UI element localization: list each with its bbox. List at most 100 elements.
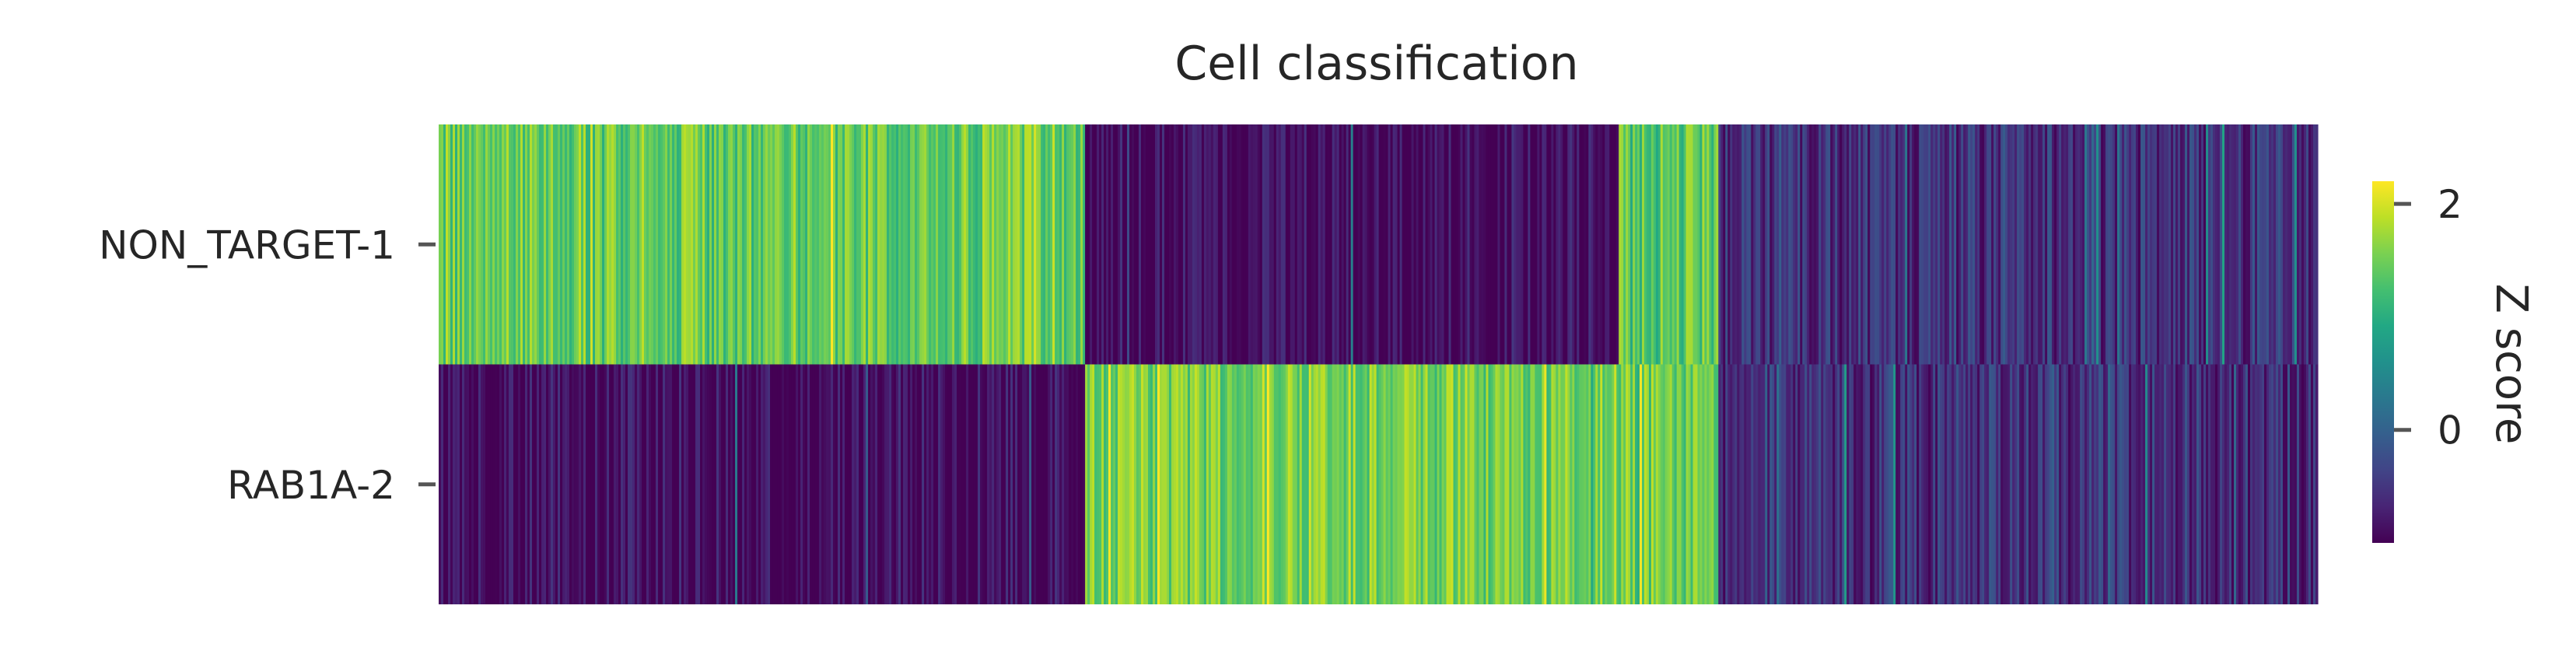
heatmap-cell [1697, 124, 1701, 365]
heatmap-cell [1563, 124, 1566, 365]
heatmap-cell [1378, 124, 1382, 365]
heatmap-cell [1227, 124, 1230, 365]
heatmap-cell [1884, 364, 1887, 604]
heatmap-cell [1623, 124, 1626, 365]
heatmap-cell [1591, 124, 1594, 365]
colorbar-label: Z score [2486, 284, 2536, 445]
heatmap-cell [1600, 364, 1603, 604]
heatmap-cell [2021, 124, 2025, 365]
heatmap-cell [1842, 124, 1845, 365]
heatmap-cell [1828, 364, 1831, 604]
heatmap-cell [2257, 364, 2260, 604]
heatmap-cell [562, 364, 565, 604]
heatmap-cell [1262, 124, 1265, 365]
heatmap-cell [1173, 364, 1177, 604]
heatmap-cell [677, 124, 680, 365]
heatmap-cell [1406, 124, 1410, 365]
heatmap-cell [1427, 124, 1431, 365]
heatmap-cell [467, 124, 470, 365]
heatmap-cell [1667, 364, 1671, 604]
heatmap-cell [2269, 364, 2272, 604]
heatmap-cell [2168, 124, 2172, 365]
heatmap-cell [719, 364, 722, 604]
heatmap-cell [968, 124, 971, 365]
heatmap-cell [1648, 364, 1652, 604]
heatmap-cell [2084, 124, 2088, 365]
heatmap-cell [1227, 364, 1230, 604]
heatmap-cell [1050, 364, 1053, 604]
heatmap-cell [1628, 364, 1631, 604]
heatmap-cell [1390, 124, 1394, 365]
heatmap-cell [1192, 124, 1195, 365]
heatmap-cell [1250, 124, 1254, 365]
heatmap-cell [1203, 364, 1207, 604]
heatmap-cell [1674, 364, 1678, 604]
heatmap-cell [448, 124, 451, 365]
heatmap-cell [2145, 124, 2148, 365]
heatmap-cell [910, 124, 913, 365]
heatmap-cell [875, 124, 878, 365]
heatmap-cell [2012, 124, 2015, 365]
heatmap-cell [1299, 124, 1303, 365]
heatmap-cell [1224, 364, 1228, 604]
heatmap-cell [716, 124, 719, 365]
heatmap-cell [889, 124, 892, 365]
heatmap-cells [439, 124, 2319, 604]
heatmap-cell [1650, 124, 1654, 365]
heatmap-cell [2313, 364, 2316, 604]
heatmap-cell [1385, 364, 1389, 604]
heatmap-cell [926, 364, 929, 604]
heatmap-cell [1542, 124, 1545, 365]
heatmap-cell [1755, 364, 1759, 604]
heatmap-cell [1215, 124, 1219, 365]
heatmap-cell [2161, 124, 2165, 365]
heatmap-cell [1055, 364, 1058, 604]
heatmap-cell [912, 364, 915, 604]
heatmap-cell [1655, 364, 1659, 604]
heatmap-cell [2075, 364, 2078, 604]
heatmap-cell [1612, 124, 1615, 365]
heatmap-cell [1923, 124, 1927, 365]
heatmap-cell [1511, 364, 1515, 604]
heatmap-cell [831, 364, 834, 604]
heatmap-cell [2266, 124, 2270, 365]
heatmap-cell [1474, 364, 1478, 604]
heatmap-cell [1439, 364, 1443, 604]
heatmap-cell [551, 124, 554, 365]
heatmap-cell [672, 364, 675, 604]
heatmap-cell [1886, 124, 1889, 365]
heatmap-cell [1113, 364, 1116, 604]
heatmap-cell [590, 124, 593, 365]
heatmap-cell [2168, 364, 2172, 604]
heatmap-cell [1685, 124, 1689, 365]
heatmap-cell [2313, 124, 2316, 365]
heatmap-cell [1664, 124, 1668, 365]
heatmap-cell [1588, 124, 1591, 365]
heatmap-cell [2241, 124, 2244, 365]
heatmap-cell [2140, 124, 2144, 365]
heatmap-cell [2196, 124, 2200, 365]
heatmap-cell [770, 364, 773, 604]
heatmap-cell [1206, 124, 1209, 365]
heatmap-cell [1502, 124, 1506, 365]
heatmap-cell [1753, 124, 1756, 365]
heatmap-cell [1336, 364, 1340, 604]
heatmap-cell [602, 124, 605, 365]
heatmap-cell [1290, 124, 1293, 365]
heatmap-cell [597, 124, 600, 365]
heatmap-cell [1630, 364, 1633, 604]
heatmap-cell [1066, 364, 1069, 604]
heatmap-cell [469, 124, 472, 365]
heatmap-cell [1136, 124, 1139, 365]
heatmap-cell [2238, 364, 2242, 604]
heatmap-cell [1653, 124, 1657, 365]
heatmap-cell [2285, 124, 2288, 365]
heatmap-cell [912, 124, 915, 365]
heatmap-cell [966, 124, 969, 365]
heatmap-cell [1069, 364, 1072, 604]
heatmap-cell [1797, 364, 1801, 604]
heatmap-cell [1595, 124, 1598, 365]
heatmap-cell [924, 124, 927, 365]
heatmap-cell [779, 124, 782, 365]
